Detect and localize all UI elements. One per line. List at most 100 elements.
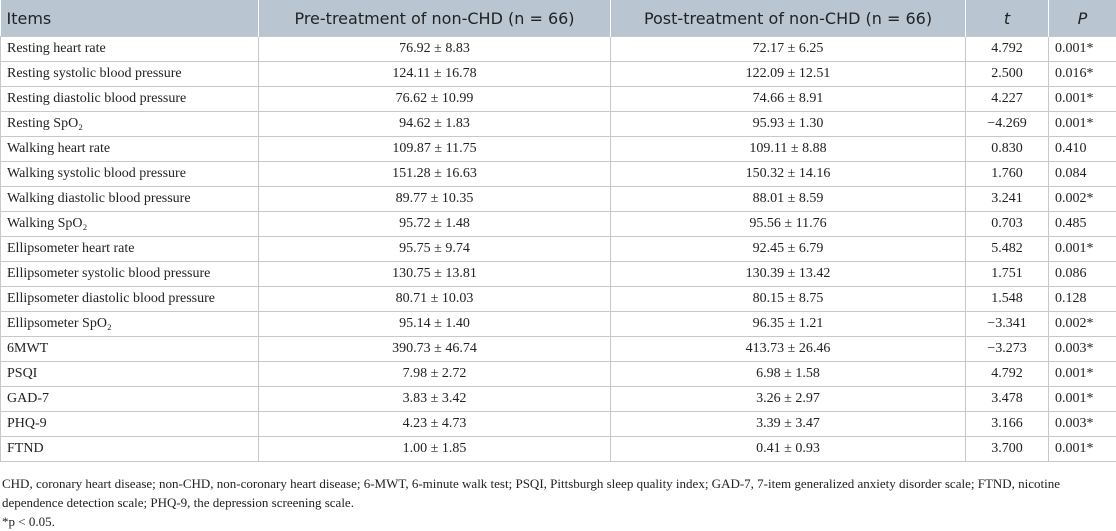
table-cell: 1.00 ± 1.85 [259,437,611,462]
table-cell: 122.09 ± 12.51 [611,62,966,87]
table-cell: 95.75 ± 9.74 [259,237,611,262]
table-cell: 92.45 ± 6.79 [611,237,966,262]
table-cell: Ellipsometer heart rate [1,237,259,262]
table-cell: 4.227 [966,87,1049,112]
table-cell: Walking SpO₂ [1,212,259,237]
table-cell: 95.14 ± 1.40 [259,312,611,337]
table-cell: 94.62 ± 1.83 [259,112,611,137]
table-cell: Resting heart rate [1,37,259,62]
table-cell: Ellipsometer SpO₂ [1,312,259,337]
table-cell: 4.23 ± 4.73 [259,412,611,437]
table-cell: 0.001* [1049,362,1116,387]
table-cell: 89.77 ± 10.35 [259,187,611,212]
table-cell: 0.485 [1049,212,1116,237]
table-cell: 390.73 ± 46.74 [259,337,611,362]
table-cell: 6MWT [1,337,259,362]
table-cell: 76.92 ± 8.83 [259,37,611,62]
table-cell: 151.28 ± 16.63 [259,162,611,187]
table-cell: 3.39 ± 3.47 [611,412,966,437]
table-cell: Resting SpO₂ [1,112,259,137]
table-cell: 3.26 ± 2.97 [611,387,966,412]
table-cell: 150.32 ± 14.16 [611,162,966,187]
table-cell: Walking systolic blood pressure [1,162,259,187]
table-cell: 0.830 [966,137,1049,162]
table-cell: Ellipsometer diastolic blood pressure [1,287,259,312]
table-cell: 0.001* [1049,112,1116,137]
table-cell: 109.87 ± 11.75 [259,137,611,162]
table-cell: 0.001* [1049,387,1116,412]
table-cell: 2.500 [966,62,1049,87]
table-cell: 0.001* [1049,87,1116,112]
header-cell: t [966,0,1049,37]
footnote: *p < 0.05. [2,512,1114,531]
table-cell: PHQ-9 [1,412,259,437]
table-cell: 95.56 ± 11.76 [611,212,966,237]
table-cell: 74.66 ± 8.91 [611,87,966,112]
header-cell: Post-treatment of non-CHD (n = 66) [611,0,966,37]
table-cell: 0.001* [1049,437,1116,462]
table-cell: 3.700 [966,437,1049,462]
table-cell: 1.548 [966,287,1049,312]
table-cell: 1.760 [966,162,1049,187]
table-cell: 3.478 [966,387,1049,412]
header-cell: Pre-treatment of non-CHD (n = 66) [259,0,611,37]
table-cell: 109.11 ± 8.88 [611,137,966,162]
table-cell: 5.482 [966,237,1049,262]
header-cell: Items [1,0,259,37]
table-cell: 3.241 [966,187,1049,212]
table-cell: 0.016* [1049,62,1116,87]
header-cell: P [1049,0,1116,37]
table-cell: 0.001* [1049,237,1116,262]
table-cell: 6.98 ± 1.58 [611,362,966,387]
table-cell: 4.792 [966,37,1049,62]
table-cell: Ellipsometer systolic blood pressure [1,262,259,287]
table-cell: 0.128 [1049,287,1116,312]
table-cell: 72.17 ± 6.25 [611,37,966,62]
table-cell: −3.273 [966,337,1049,362]
table-cell: −3.341 [966,312,1049,337]
table-cell: 95.93 ± 1.30 [611,112,966,137]
table-cell: PSQI [1,362,259,387]
footnote: CHD, coronary heart disease; non-CHD, no… [2,474,1114,512]
table-cell: 0.001* [1049,37,1116,62]
table-cell: 0.086 [1049,262,1116,287]
table-cell: 0.003* [1049,337,1116,362]
table-cell: Resting systolic blood pressure [1,62,259,87]
table-cell: 76.62 ± 10.99 [259,87,611,112]
table-cell: 0.002* [1049,187,1116,212]
table-cell: 80.15 ± 8.75 [611,287,966,312]
table-cell: GAD-7 [1,387,259,412]
table-cell: 7.98 ± 2.72 [259,362,611,387]
table-cell: Walking heart rate [1,137,259,162]
table-cell: Resting diastolic blood pressure [1,87,259,112]
table-cell: −4.269 [966,112,1049,137]
table-cell: 95.72 ± 1.48 [259,212,611,237]
table-cell: 3.83 ± 3.42 [259,387,611,412]
table-cell: 1.751 [966,262,1049,287]
table-cell: 124.11 ± 16.78 [259,62,611,87]
table-cell: 88.01 ± 8.59 [611,187,966,212]
table-cell: 0.003* [1049,412,1116,437]
table-cell: 0.002* [1049,312,1116,337]
table-cell: 96.35 ± 1.21 [611,312,966,337]
table-cell: 4.792 [966,362,1049,387]
table-cell: 130.75 ± 13.81 [259,262,611,287]
table-cell: 80.71 ± 10.03 [259,287,611,312]
table-cell: 3.166 [966,412,1049,437]
